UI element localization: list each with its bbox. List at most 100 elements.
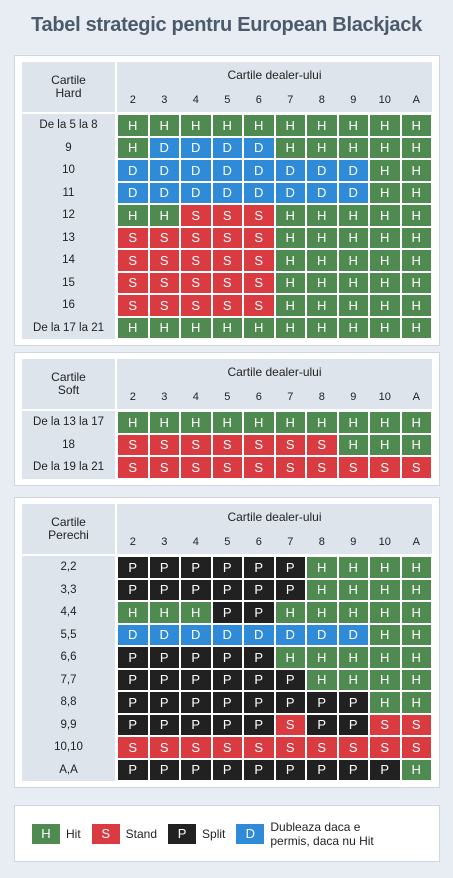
strategy-cell: P	[180, 713, 212, 736]
strategy-cell: S	[211, 456, 243, 479]
row-label: 6,6	[22, 646, 115, 669]
strategy-cell: P	[148, 691, 180, 714]
strategy-cell: H	[400, 646, 432, 669]
strategy-cell: D	[148, 623, 180, 646]
strategy-cell: P	[211, 601, 243, 624]
column-header: 2	[117, 88, 149, 112]
strategy-cell: H	[400, 316, 432, 339]
strategy-cell: D	[117, 181, 149, 204]
strategy-cell: S	[180, 294, 212, 317]
table-grid: Cartile Soft Cartile dealer-ului 2 3 4 5 6 7 8 9 10…	[22, 359, 432, 479]
strategy-cell: S	[243, 294, 275, 317]
strategy-cell: H	[369, 646, 401, 669]
column-header: 6	[243, 385, 275, 409]
column-header: 9	[337, 530, 369, 554]
strategy-cell: S	[211, 226, 243, 249]
strategy-cell: H	[180, 411, 212, 434]
strategy-cell: P	[148, 578, 180, 601]
strategy-cell: H	[400, 114, 432, 137]
strategy-cell: H	[211, 316, 243, 339]
strategy-cell: S	[148, 249, 180, 272]
strategy-cell: S	[148, 226, 180, 249]
strategy-cell: H	[400, 623, 432, 646]
strategy-cell: S	[180, 456, 212, 479]
strategy-cell: H	[369, 226, 401, 249]
strategy-cell: S	[148, 736, 180, 759]
label-line: Cartile	[51, 370, 86, 384]
strategy-cell: P	[211, 646, 243, 669]
column-header: 8	[306, 385, 338, 409]
strategy-cell: D	[337, 623, 369, 646]
label-line: Cartile	[51, 73, 86, 87]
strategy-cell: S	[243, 249, 275, 272]
strategy-cell: H	[400, 226, 432, 249]
column-header: 3	[148, 530, 180, 554]
strategy-cell: H	[337, 136, 369, 159]
column-header-title: Cartile dealer-ului	[117, 359, 432, 385]
strategy-cell: H	[337, 411, 369, 434]
strategy-cell: S	[148, 456, 180, 479]
strategy-cell: S	[243, 226, 275, 249]
column-header: A	[400, 385, 432, 409]
column-header: 3	[148, 88, 180, 112]
strategy-cell: P	[148, 556, 180, 579]
strategy-cell: H	[306, 411, 338, 434]
strategy-cell: H	[400, 181, 432, 204]
strategy-cell: D	[148, 181, 180, 204]
column-header-title: Cartile dealer-ului	[117, 504, 432, 530]
strategy-cell: H	[400, 136, 432, 159]
strategy-cell: H	[180, 601, 212, 624]
strategy-cell: S	[243, 456, 275, 479]
strategy-cell: H	[117, 114, 149, 137]
strategy-cell: H	[211, 114, 243, 137]
strategy-cell: P	[337, 758, 369, 781]
strategy-cell: S	[400, 736, 432, 759]
strategy-cell: S	[180, 249, 212, 272]
column-header: 7	[274, 530, 306, 554]
strategy-cell: S	[211, 271, 243, 294]
strategy-cell: D	[274, 181, 306, 204]
column-header: 7	[274, 88, 306, 112]
strategy-cell: P	[148, 668, 180, 691]
column-header: 4	[180, 530, 212, 554]
strategy-cell: S	[306, 736, 338, 759]
strategy-cell: S	[306, 456, 338, 479]
strategy-cell: H	[306, 668, 338, 691]
row-label: 3,3	[22, 578, 115, 601]
strategy-cell: S	[211, 204, 243, 227]
strategy-cell: P	[117, 646, 149, 669]
strategy-cell: P	[117, 691, 149, 714]
strategy-cell: H	[369, 249, 401, 272]
strategy-cell: D	[274, 623, 306, 646]
strategy-cell: S	[369, 736, 401, 759]
row-label: 11	[22, 181, 115, 204]
column-header: 10	[369, 88, 401, 112]
label-line: Soft	[57, 383, 80, 397]
strategy-cell: H	[306, 646, 338, 669]
strategy-cell: H	[369, 316, 401, 339]
strategy-cell: P	[148, 646, 180, 669]
strategy-cell: H	[306, 601, 338, 624]
strategy-cell: S	[148, 294, 180, 317]
table-grid: Cartile Hard Cartile dealer-ului 2 3 4 5 6 7 8 9 10…	[22, 62, 432, 339]
strategy-cell: H	[400, 433, 432, 456]
strategy-cell: S	[117, 271, 149, 294]
strategy-cell: H	[243, 316, 275, 339]
strategy-cell: H	[274, 226, 306, 249]
strategy-cell: D	[211, 159, 243, 182]
legend-text: Hit	[66, 826, 81, 841]
strategy-cell: H	[337, 668, 369, 691]
strategy-cell: H	[400, 601, 432, 624]
legend-item: S Stand	[91, 823, 157, 844]
strategy-cell: H	[243, 114, 275, 137]
strategy-cell: H	[369, 556, 401, 579]
row-label: 9,9	[22, 713, 115, 736]
strategy-cell: P	[211, 713, 243, 736]
strategy-cell: P	[117, 578, 149, 601]
strategy-cell: P	[306, 758, 338, 781]
strategy-cell: H	[306, 271, 338, 294]
strategy-cell: H	[400, 204, 432, 227]
strategy-cell: S	[274, 713, 306, 736]
strategy-cell: S	[337, 736, 369, 759]
